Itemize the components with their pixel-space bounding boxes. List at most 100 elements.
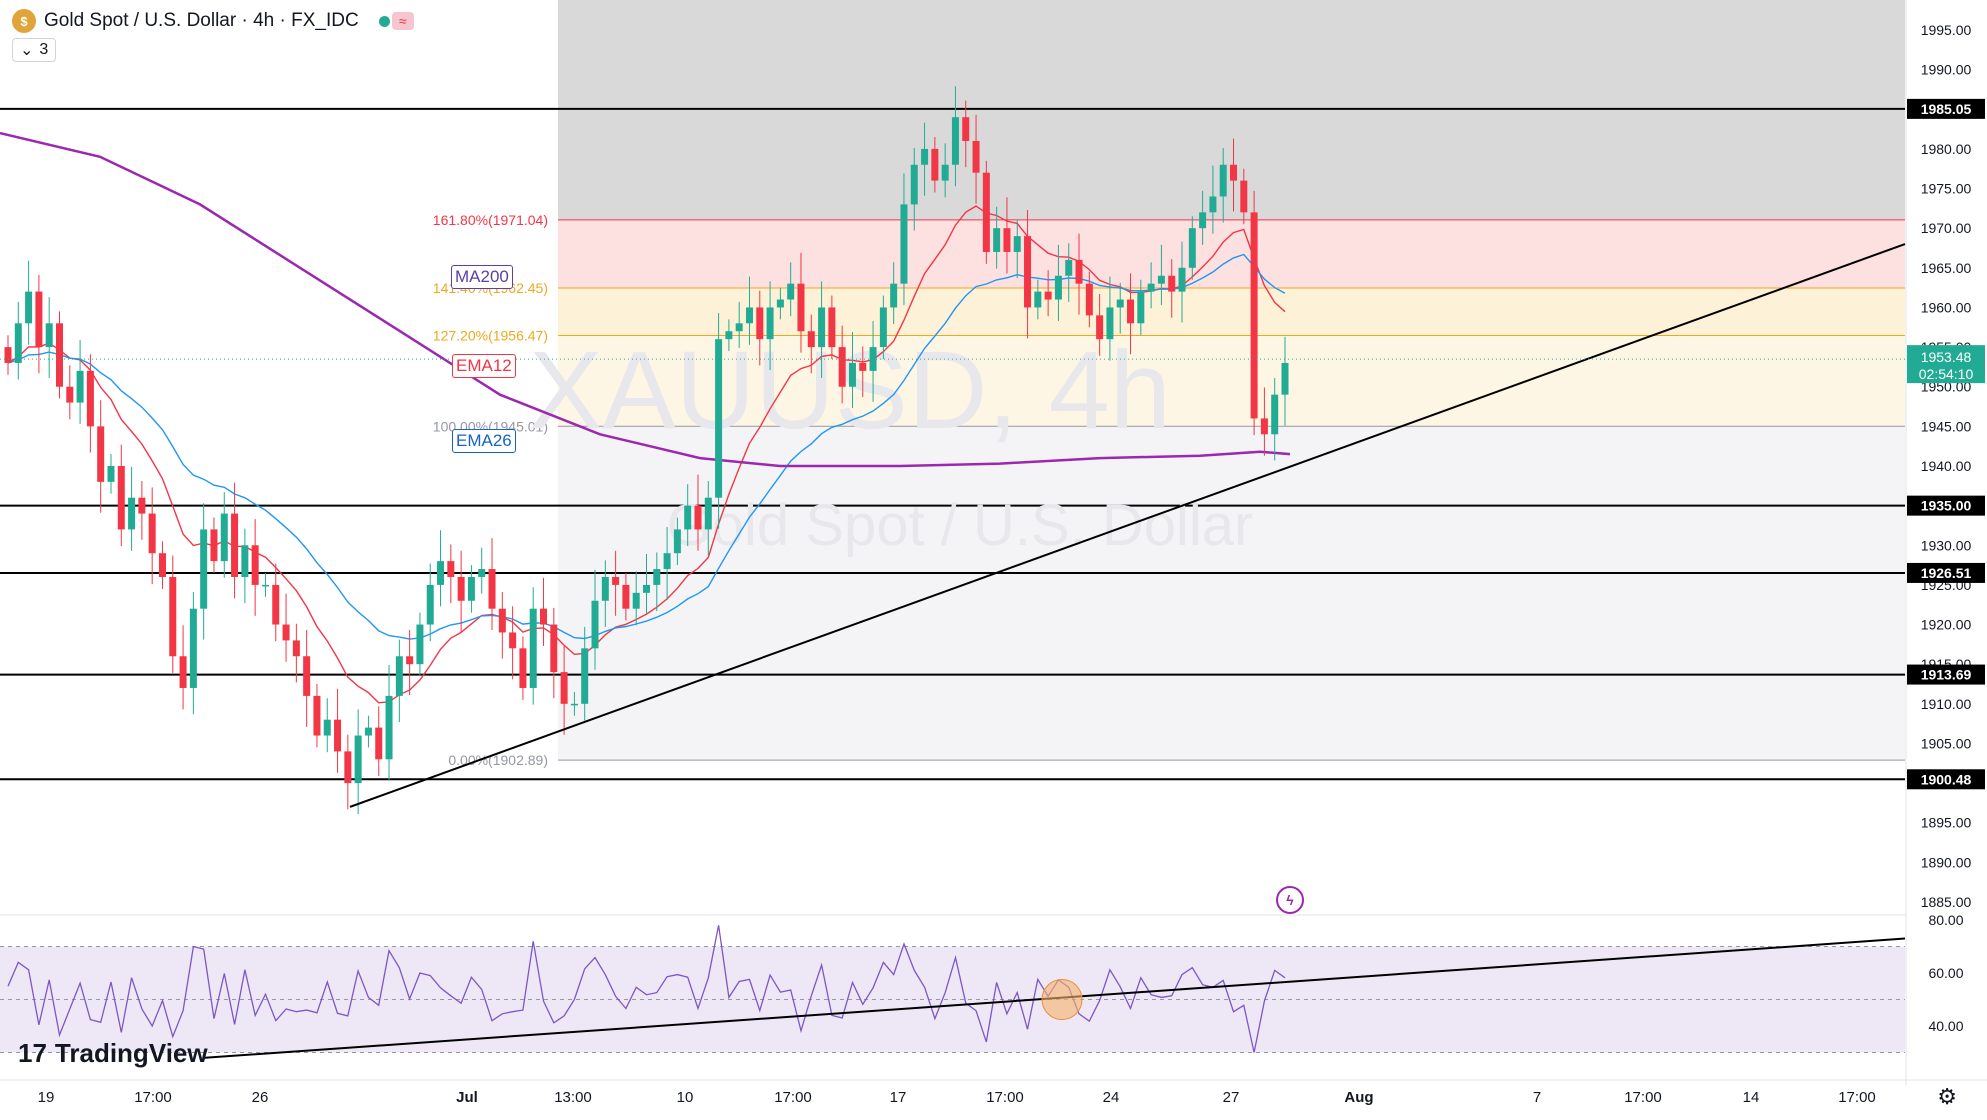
candle [540,577,548,646]
candle [344,734,352,810]
tradingview-logo-text: TradingView [54,1038,208,1068]
candle [673,517,681,566]
candle [1127,273,1135,355]
candle [993,206,1001,269]
price-tick: 1930.00 [1921,537,1972,553]
candle [128,466,136,551]
candle [1199,190,1207,245]
candle [550,607,558,699]
hline-price-label-bg [1907,495,1985,516]
candle [1003,197,1011,274]
hline-price-label: 1985.05 [1921,101,1972,117]
candle [86,354,94,453]
candle [725,319,733,352]
candle [1054,244,1062,321]
candle [323,698,331,753]
candle [66,365,74,420]
current-price-badge [1907,345,1985,384]
candle [570,691,578,716]
market-status[interactable]: ≈ [378,12,414,30]
tradingview-mark-icon: 17 [18,1038,47,1068]
hline-price-label-bg [1907,562,1985,583]
candle [117,444,125,547]
indicators-collapse-button[interactable]: ⌄ 3 [12,38,57,62]
candle [467,565,475,613]
wave-icon: ≈ [391,12,414,30]
ma200-line [0,131,1291,468]
candle [1260,387,1268,456]
price-tick: 1905.00 [1921,735,1972,751]
candle [962,100,970,168]
candle [519,636,527,700]
horizontal-lines[interactable] [0,107,1905,781]
candle [76,339,84,424]
candle [612,550,620,616]
time-tick: 17:00 [1838,1089,1876,1106]
candle [231,482,239,599]
candle [406,630,414,696]
price-tick: 1975.00 [1921,181,1972,197]
gold-coin-icon: $ [12,9,36,33]
zone-127 [558,335,1905,427]
candle [385,664,393,781]
watermark-name: Gold Spot / U.S. Dollar [667,493,1254,558]
trendline-price[interactable] [349,243,1906,808]
candle [313,684,321,748]
candle [35,274,43,374]
candle [745,276,753,345]
candle [1281,336,1289,426]
zone-top [558,0,1905,220]
candle [828,295,836,359]
ema12-label[interactable]: EMA12 [452,354,516,378]
candle [416,612,424,677]
candle [951,86,959,187]
rsi-tick: 80.00 [1928,912,1963,928]
watermark-symbol: XAUUSD, 4h [529,329,1171,452]
candle [622,573,630,621]
hline-price-label-bg [1907,98,1985,119]
candle [1034,279,1042,320]
hline-price-label: 1926.51 [1921,565,1972,581]
candle [1085,271,1093,328]
candle [210,517,218,574]
candle [581,626,589,721]
time-tick: 27 [1223,1089,1240,1106]
ma200-label[interactable]: MA200 [451,265,513,289]
candle [776,287,784,320]
candle [45,297,53,379]
candle [1157,244,1165,306]
price-tick: 1940.00 [1921,458,1972,474]
symbol-title[interactable]: Gold Spot / U.S. Dollar · 4h · FX_IDC [44,10,359,31]
candle [1240,168,1248,225]
time-axis[interactable]: 19 17:00 26 Jul 13:00 10 17:00 17 17:00 24 27 Aug 7 1… [0,1079,1987,1106]
candle [653,552,661,612]
zone-100 [558,426,1905,761]
candle [848,332,856,409]
candle [694,474,702,551]
candle [879,295,887,359]
time-tick: 26 [252,1089,269,1106]
fib-label: 127.20%(1956.47) [433,327,548,343]
trendlines[interactable] [349,243,1906,808]
candle [1075,233,1083,315]
time-tick: 17 [890,1089,907,1106]
candle [272,563,280,642]
candle [735,301,743,348]
candle [1250,190,1258,436]
time-tick: 14 [1743,1089,1760,1106]
time-tick: 13:00 [554,1089,592,1106]
hline-price-label: 1913.69 [1921,667,1972,683]
price-tick: 1995.00 [1921,22,1972,38]
lightning-icon[interactable]: ϟ [1276,886,1304,914]
candle [334,688,342,773]
candle [931,137,939,193]
settings-gear-icon[interactable]: ⚙ [1937,1084,1957,1109]
price-tick: 1895.00 [1921,815,1972,831]
candle [1065,243,1073,302]
candle [375,706,383,776]
tradingview-logo[interactable]: 17 TradingView [18,1038,208,1069]
ema26-label[interactable]: EMA26 [452,429,516,453]
time-tick: 19 [38,1089,55,1106]
